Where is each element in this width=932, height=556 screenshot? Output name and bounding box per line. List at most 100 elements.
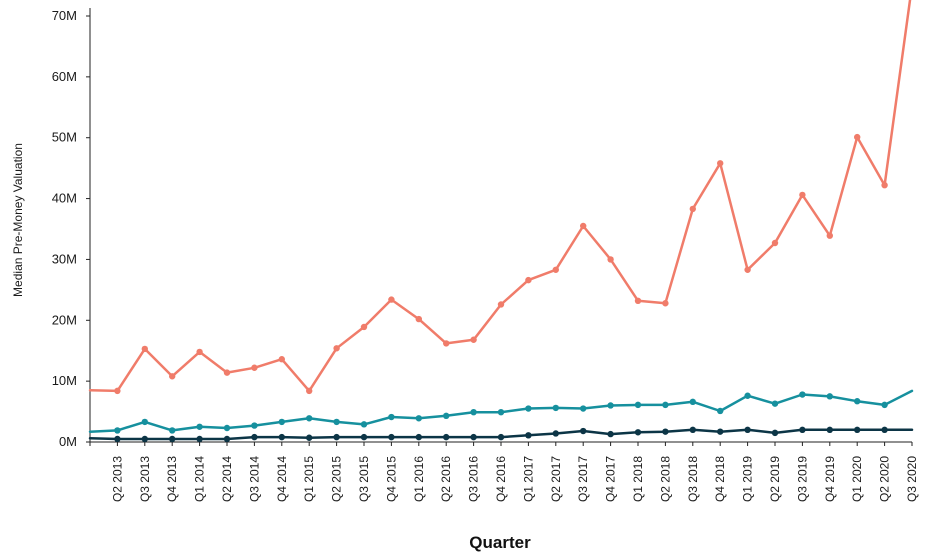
x-tick-label: Q4 2018 xyxy=(713,456,727,502)
data-point xyxy=(881,401,888,409)
data-point xyxy=(799,426,806,434)
data-point xyxy=(744,426,751,434)
x-tick-label: Q3 2018 xyxy=(686,456,700,502)
y-tick-label: 60M xyxy=(52,69,77,84)
data-point xyxy=(771,239,779,247)
data-point xyxy=(854,398,861,405)
x-tick-label: Q2 2016 xyxy=(439,456,453,502)
x-tick-label: Q4 2016 xyxy=(494,456,508,502)
data-point xyxy=(607,430,614,438)
data-point xyxy=(497,408,505,416)
data-point xyxy=(662,401,669,409)
data-point xyxy=(141,418,148,426)
data-point xyxy=(525,405,532,412)
data-point xyxy=(662,428,669,435)
x-tick-label: Q2 2017 xyxy=(549,456,563,502)
y-tick-label: 30M xyxy=(52,251,77,266)
data-point xyxy=(717,160,724,167)
data-point xyxy=(799,391,806,398)
x-axis-label: Quarter xyxy=(469,533,531,552)
x-tick-label: Q4 2015 xyxy=(384,456,398,502)
data-point xyxy=(497,301,505,308)
data-point xyxy=(580,405,587,412)
data-point xyxy=(717,407,724,415)
data-point xyxy=(388,413,395,421)
data-point xyxy=(634,429,642,436)
data-point xyxy=(223,424,231,432)
y-axis-ticks: 0M 10M 20M 30M 40M 50M 60M 70M xyxy=(52,8,90,449)
data-point xyxy=(689,398,696,406)
data-point xyxy=(826,426,833,434)
data-point xyxy=(388,296,395,303)
x-tick-label: Q2 2015 xyxy=(330,456,344,502)
data-point xyxy=(169,427,176,434)
data-point xyxy=(525,432,532,439)
data-point xyxy=(169,373,176,380)
data-point xyxy=(306,387,313,395)
x-tick-label: Q1 2014 xyxy=(193,456,207,502)
data-point xyxy=(580,222,587,230)
data-point xyxy=(251,364,258,371)
x-tick-label: Q3 2016 xyxy=(467,456,481,502)
data-point xyxy=(251,422,258,429)
data-point xyxy=(443,340,450,347)
data-point xyxy=(552,404,559,412)
x-tick-label: Q3 2019 xyxy=(795,456,809,502)
data-point xyxy=(114,435,121,443)
data-point xyxy=(223,369,231,376)
data-point xyxy=(470,433,477,441)
x-tick-label: Q4 2019 xyxy=(823,456,837,502)
data-point xyxy=(196,435,203,443)
data-point xyxy=(607,402,614,409)
data-point xyxy=(141,435,148,443)
x-tick-label: Q2 2019 xyxy=(768,456,782,502)
x-tick-label: Q1 2020 xyxy=(850,456,864,502)
data-point xyxy=(497,433,505,441)
series-layer xyxy=(88,0,914,443)
y-tick-label: 70M xyxy=(52,8,77,23)
data-point xyxy=(744,266,751,273)
data-point xyxy=(443,412,450,420)
data-point xyxy=(881,426,888,434)
data-point xyxy=(306,415,313,422)
x-tick-label: Q2 2020 xyxy=(878,456,892,502)
data-point xyxy=(689,205,696,213)
data-point xyxy=(333,433,340,441)
data-point xyxy=(580,427,587,435)
data-point xyxy=(634,401,642,409)
data-point xyxy=(196,423,203,430)
data-point xyxy=(278,433,285,441)
data-point xyxy=(826,232,833,239)
data-point xyxy=(552,266,559,273)
data-point xyxy=(360,433,368,441)
data-point xyxy=(333,345,340,352)
data-point xyxy=(333,418,340,426)
x-tick-label: Q3 2015 xyxy=(357,456,371,502)
x-tick-label: Q1 2019 xyxy=(741,456,755,502)
x-tick-label: Q1 2015 xyxy=(302,456,316,502)
x-tick-label: Q2 2018 xyxy=(658,456,672,502)
data-point xyxy=(854,426,861,434)
x-tick-label: Q1 2017 xyxy=(521,456,535,502)
x-tick-label: Q4 2017 xyxy=(604,456,618,502)
y-tick-label: 0M xyxy=(59,434,77,449)
data-point xyxy=(114,427,121,434)
x-tick-label: Q2 2013 xyxy=(110,456,124,502)
series-1 xyxy=(88,0,912,395)
data-point xyxy=(415,433,422,441)
data-point xyxy=(771,400,779,407)
data-point xyxy=(360,421,368,428)
data-point xyxy=(141,345,148,353)
data-point xyxy=(771,429,779,437)
data-point xyxy=(360,323,368,331)
data-point xyxy=(552,430,559,437)
data-point xyxy=(881,181,888,189)
data-point xyxy=(196,348,203,356)
data-point xyxy=(525,276,532,284)
data-point xyxy=(443,433,450,441)
x-tick-label: Q4 2014 xyxy=(275,456,289,502)
data-point xyxy=(607,256,614,263)
data-point xyxy=(415,415,422,422)
data-point xyxy=(634,297,642,305)
